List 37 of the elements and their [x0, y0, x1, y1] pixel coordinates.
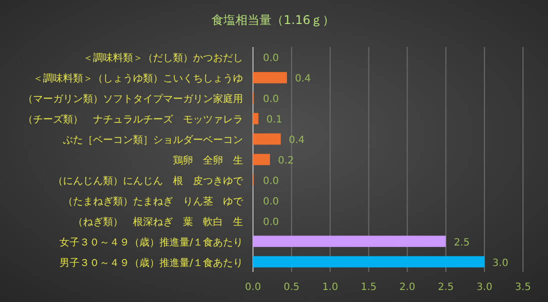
data-label: 0.1 — [266, 114, 282, 126]
x-tick-label: 1.5 — [360, 282, 377, 293]
y-tick-label: （たまねぎ類）たまねぎ りん茎 ゆで — [63, 195, 244, 208]
data-label: 0.0 — [263, 216, 279, 228]
x-tick-label: 3.5 — [515, 282, 531, 293]
bar — [253, 72, 287, 84]
x-tick-label: 0.5 — [284, 282, 300, 293]
y-tick-label: （ねぎ類） 根深ねぎ 葉 軟白 生 — [73, 216, 243, 228]
x-tick-label: 3.0 — [476, 282, 492, 293]
data-label: 0.0 — [263, 196, 279, 208]
data-label: 0.2 — [278, 156, 294, 166]
data-label: 0.4 — [288, 135, 305, 146]
x-tick-label: 0.0 — [245, 282, 261, 293]
y-tick-label: 女子３０～４９（歳）推進量/１食あたり — [60, 236, 243, 248]
chart-title: 食塩相当量（1.16ｇ） — [212, 13, 334, 27]
data-label: 0.0 — [263, 94, 279, 106]
bar — [253, 236, 446, 247]
bar — [253, 154, 270, 166]
x-tick-label: 1.0 — [322, 282, 338, 293]
data-label: 0.4 — [294, 74, 311, 85]
y-tick-label: ＜調味料類＞（しょうゆ類）こいくちしょうゆ — [33, 72, 243, 85]
y-tick-label: 男子３０～４９（歳）推進量/１食あたり — [60, 256, 243, 269]
data-label: 2.5 — [454, 237, 470, 248]
data-label: 3.0 — [492, 258, 508, 269]
y-tick-label: 鶏卵 全卵 生 — [173, 154, 243, 166]
y-tick-label: （にんじん類）にんじん 根 皮つきゆで — [53, 174, 244, 187]
data-label: 0.0 — [263, 176, 279, 187]
y-tick-label: （マーガリン類）ソフトタイプマーガリン家庭用 — [23, 93, 243, 106]
x-tick-label: 2.0 — [399, 282, 416, 293]
x-tick-label: 2.5 — [438, 282, 454, 293]
bar — [253, 256, 484, 268]
y-tick-label: ＜調味料類＞（だし類）かつおだし — [83, 52, 243, 64]
y-tick-label: （チーズ類） ナチュラルチーズ モッツァレラ — [23, 114, 243, 126]
bar — [253, 133, 281, 145]
bar — [253, 112, 258, 124]
data-label: 0.0 — [263, 53, 279, 64]
y-tick-label: ぶた［ベーコン類］ショルダーベーコン — [63, 134, 243, 146]
